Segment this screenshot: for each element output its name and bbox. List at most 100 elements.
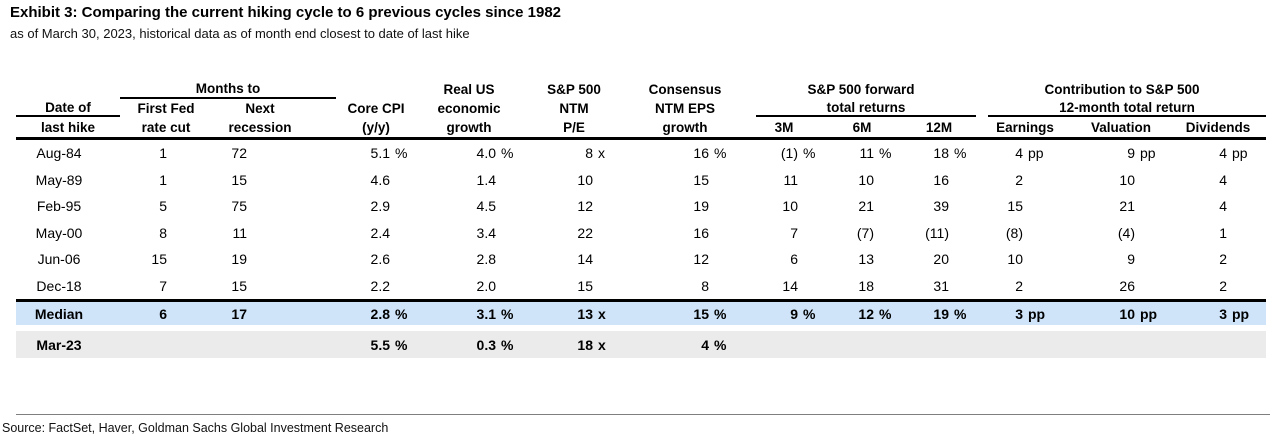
cell-first-fed-rate-cut: 8 xyxy=(159,224,167,241)
cell-core-cpi-yoy: 2.9 xyxy=(370,198,390,215)
table-row: May-00 8 11 2.4 3.4 22 16 7 (7) (11) (8) (4) 1 xyxy=(16,220,1266,247)
group-header-months-to: Months to xyxy=(120,80,336,99)
cell-contrib-valuation: 21 xyxy=(1119,198,1135,215)
cell-real-us-growth: 4.0% xyxy=(476,145,514,162)
cell-fwd-return-12m: 20 xyxy=(933,251,949,268)
cell-contrib-valuation: 10 xyxy=(1119,171,1135,188)
cell-next-recession: 11 xyxy=(232,224,247,241)
table-header: Months to Real US S&P 500 Consensus S&P … xyxy=(16,80,1266,140)
cell-next-recession: 17 xyxy=(231,305,247,322)
cell-fwd-return-3m xyxy=(744,331,824,358)
cell-ntm-eps-growth: 16 xyxy=(693,224,709,241)
cell-ntm-eps-growth: 15 xyxy=(693,171,709,188)
cell-fwd-return-12m: 31 xyxy=(933,277,949,294)
col-header-next-recession: Next xyxy=(245,100,275,116)
cell-core-cpi-yoy: 2.2 xyxy=(370,277,390,294)
cell-contrib-dividends: 1 xyxy=(1219,224,1227,241)
cell-fwd-return-12m: 19% xyxy=(933,305,967,322)
current-cycle-row: Mar-23 5.5% 0.3% 18 x 4% xyxy=(16,331,1266,358)
col-header-date-of-last-hike: Date of xyxy=(16,99,120,117)
col-header-dividends: Dividends xyxy=(1185,119,1251,135)
cell-fwd-return-6m: 13 xyxy=(858,251,874,268)
cell-fwd-return-6m: 11% xyxy=(859,145,892,162)
cell-next-recession: 15 xyxy=(231,277,247,294)
cell-ntm-eps-growth: 19 xyxy=(693,198,709,215)
table-body: Aug-84 1 72 5.1% 4.0% 8 x 16% (1)% 11% 18% 4 pp 9 pp 4 p… xyxy=(16,140,1266,299)
cycles-comparison-table: Months to Real US S&P 500 Consensus S&P … xyxy=(16,80,1266,358)
cell-fwd-return-3m: 11 xyxy=(783,171,798,188)
exhibit-subtitle: as of March 30, 2023, historical data as… xyxy=(10,26,470,41)
cell-sp500-ntm-pe: 13 x xyxy=(577,305,606,322)
cell-core-cpi-yoy: 5.5% xyxy=(370,336,408,353)
cell-ntm-eps-growth: 4% xyxy=(701,336,727,353)
cell-fwd-return-3m: (1)% xyxy=(780,145,816,162)
col-header-12m: 12M xyxy=(925,119,953,135)
col-header-real-us-growth: Real US xyxy=(443,82,495,97)
cell-real-us-growth: 2.0 xyxy=(476,277,496,294)
cell-fwd-return-12m xyxy=(900,331,978,358)
row-label: May-00 xyxy=(35,224,83,241)
cell-contrib-earnings: 2 xyxy=(1015,277,1023,294)
exhibit-title: Exhibit 3: Comparing the current hiking … xyxy=(10,4,562,21)
cell-contrib-valuation: (4) xyxy=(1117,224,1135,241)
col-header-first-fed-rate-cut: rate cut xyxy=(141,119,191,135)
cell-fwd-return-12m: 39 xyxy=(933,198,949,215)
col-header-core-cpi: (y/y) xyxy=(362,119,390,135)
source-note: Source: FactSet, Haver, Goldman Sachs Gl… xyxy=(2,421,389,435)
table-row: Dec-18 7 15 2.2 2.0 15 8 14 18 31 2 26 2 xyxy=(16,273,1266,300)
cell-next-recession: 72 xyxy=(231,145,247,162)
cell-first-fed-rate-cut: 6 xyxy=(159,305,167,322)
cell-sp500-ntm-pe: 14 xyxy=(577,251,593,268)
col-header-real-us-growth: growth xyxy=(446,119,492,135)
col-header-earnings: Earnings xyxy=(996,119,1054,135)
cell-first-fed-rate-cut xyxy=(120,331,212,358)
current-row-slot: Mar-23 5.5% 0.3% 18 x 4% xyxy=(16,331,1266,358)
cell-fwd-return-3m: 9% xyxy=(790,305,816,322)
cell-contrib-earnings xyxy=(978,331,1072,358)
col-header-3m: 3M xyxy=(774,119,794,135)
row-label: Dec-18 xyxy=(36,277,82,294)
cell-fwd-return-3m: 6 xyxy=(790,251,798,268)
cell-contrib-earnings: 3 pp xyxy=(1015,305,1046,322)
cell-next-recession xyxy=(212,331,308,358)
footer-divider xyxy=(16,414,1270,415)
cell-contrib-earnings: 15 xyxy=(1007,198,1023,215)
row-label: Mar-23 xyxy=(36,336,82,353)
group-header-contribution: Contribution to S&P 500 xyxy=(1044,82,1200,97)
cell-core-cpi-yoy: 2.6 xyxy=(370,251,390,268)
col-header-next-recession: recession xyxy=(228,119,292,135)
col-header-sp500-ntm-pe: S&P 500 xyxy=(547,82,601,97)
row-label: May-89 xyxy=(35,171,83,188)
cell-first-fed-rate-cut: 7 xyxy=(159,277,167,294)
cell-fwd-return-12m: 18% xyxy=(933,145,967,162)
cell-contrib-dividends: 2 xyxy=(1219,277,1227,294)
cell-contrib-valuation: 26 xyxy=(1119,277,1135,294)
col-header-sp500-ntm-pe: P/E xyxy=(563,119,585,135)
cell-next-recession: 19 xyxy=(231,251,247,268)
col-header-core-cpi: Core CPI xyxy=(347,100,405,116)
cell-sp500-ntm-pe: 22 xyxy=(577,224,593,241)
cell-core-cpi-yoy: 2.4 xyxy=(370,224,390,241)
median-row: Median 6 17 2.8% 3.1% 13 x 15% 9% 12% 19% 3 pp 10 pp 3 p… xyxy=(16,299,1266,325)
cell-real-us-growth: 4.5 xyxy=(476,198,496,215)
cell-real-us-growth: 2.8 xyxy=(476,251,496,268)
cell-ntm-eps-growth: 12 xyxy=(693,251,709,268)
cell-real-us-growth: 3.4 xyxy=(476,224,496,241)
cell-contrib-dividends: 4 pp xyxy=(1219,145,1248,162)
row-label: Jun-06 xyxy=(37,251,81,268)
cell-fwd-return-12m: 16 xyxy=(933,171,949,188)
cell-contrib-earnings: 4 pp xyxy=(1015,145,1044,162)
cell-first-fed-rate-cut: 5 xyxy=(159,198,167,215)
cell-first-fed-rate-cut: 1 xyxy=(159,171,167,188)
col-header-6m: 6M xyxy=(852,119,872,135)
cell-fwd-return-12m: (11) xyxy=(925,224,949,241)
col-header-real-us-growth: economic xyxy=(437,100,501,116)
median-row-slot: Median 6 17 2.8% 3.1% 13 x 15% 9% 12% 19% 3 pp 10 pp 3 p… xyxy=(16,299,1266,325)
col-header-valuation: Valuation xyxy=(1090,119,1151,135)
cell-ntm-eps-growth: 15% xyxy=(693,305,727,322)
cell-sp500-ntm-pe: 18 x xyxy=(577,336,606,353)
col-header-sp500-ntm-pe: NTM xyxy=(559,100,589,116)
cell-contrib-earnings: 2 xyxy=(1015,171,1023,188)
cell-real-us-growth: 0.3% xyxy=(476,336,514,353)
cell-contrib-earnings: (8) xyxy=(1005,224,1023,241)
